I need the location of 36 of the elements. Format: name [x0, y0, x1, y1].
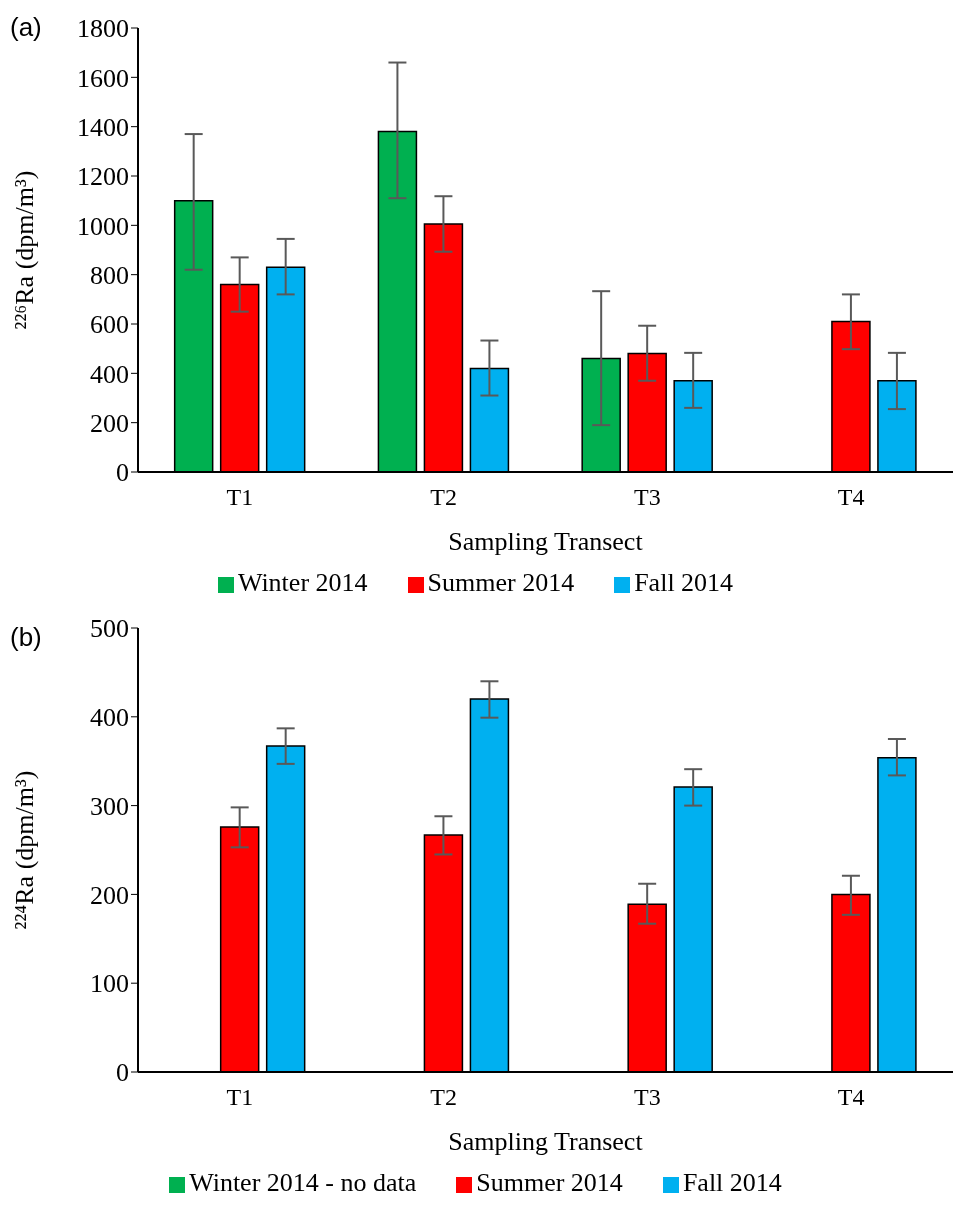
- legend-label: Winter 2014 - no data: [189, 1168, 417, 1197]
- y-tick-label: 1600: [77, 63, 129, 93]
- x-tick-label: T1: [226, 484, 254, 511]
- legend-label: Winter 2014: [237, 568, 368, 597]
- y-tick-label: 1000: [77, 211, 129, 241]
- x-tick-label: T4: [837, 1084, 865, 1111]
- x-tick-label: T3: [634, 484, 661, 511]
- text: (b): [10, 622, 42, 653]
- y-tick-label: 500: [90, 614, 129, 644]
- y-tick-label: 200: [90, 880, 129, 910]
- y-tick-label: 600: [90, 310, 129, 340]
- y-tick-label: 300: [90, 791, 129, 821]
- text: (a): [10, 12, 42, 43]
- y-tick-label: 1200: [77, 162, 129, 192]
- x-tick-label: T2: [430, 484, 457, 511]
- y-tick-label: 1800: [77, 14, 129, 44]
- y-tick-label: 0: [116, 1058, 129, 1088]
- x-tick-label: T3: [634, 1084, 661, 1111]
- y-axis-title: ²²⁶Ra (dpm/m³): [10, 170, 40, 330]
- x-tick-label: T1: [226, 1084, 254, 1111]
- y-tick-label: 200: [90, 408, 129, 438]
- y-tick-label: 400: [90, 703, 129, 733]
- legend-label: Fall 2014: [682, 1168, 782, 1197]
- x-tick-label: T4: [837, 484, 865, 511]
- legend-label: Fall 2014: [634, 568, 734, 597]
- legend-label: Summer 2014: [476, 1168, 623, 1197]
- y-tick-label: 800: [90, 260, 129, 290]
- y-tick-label: 0: [116, 458, 129, 488]
- y-tick-label: 1400: [77, 112, 129, 142]
- y-axis-title: ²²⁴Ra (dpm/m³): [10, 770, 40, 930]
- x-axis-title: Sampling Transect: [448, 527, 644, 556]
- x-axis-title: Sampling Transect: [448, 1127, 644, 1156]
- y-tick-label: 400: [90, 359, 129, 389]
- y-tick-label: 100: [90, 969, 129, 999]
- x-tick-label: T2: [430, 1084, 457, 1111]
- legend-label: Summer 2014: [427, 568, 575, 597]
